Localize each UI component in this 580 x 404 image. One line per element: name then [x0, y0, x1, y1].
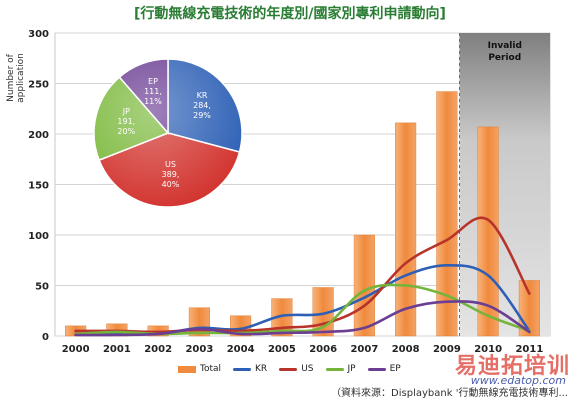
legend-swatch-jp [325, 367, 344, 371]
y-tick-label-300: 300 [28, 29, 49, 40]
line-layer [74, 216, 531, 337]
x-tick-label-2007: 2007 [350, 344, 378, 355]
invalid-period-label-1: Period [488, 53, 521, 63]
legend: Total KR US JP EP [178, 362, 413, 376]
legend-item-kr: KR [233, 364, 267, 374]
x-tick-label-2000: 2000 [62, 344, 90, 355]
y-tick-label-250: 250 [28, 80, 49, 91]
pie-gloss [94, 59, 242, 207]
y-tick-label-0: 0 [42, 332, 49, 343]
legend-swatch-ep [367, 367, 386, 371]
legend-swatch-us [279, 367, 298, 371]
x-tick-label-2011: 2011 [515, 344, 543, 355]
legend-item-us: US [279, 364, 314, 374]
invalid-period-label-0: Invalid [488, 41, 522, 51]
y-tick-label-100: 100 [28, 231, 49, 242]
x-tick-label-2008: 2008 [392, 344, 420, 355]
x-tick-label-2005: 2005 [268, 344, 296, 355]
legend-item-jp: JP [325, 364, 356, 374]
legend-swatch-kr [233, 367, 252, 371]
axis-layer: 0 50 100 150 200 250 300 2000 2001 2002 2003 2004 20… [28, 29, 543, 355]
y-tick-label-200: 200 [28, 130, 49, 141]
chart-title: [行動無線充電技術的年度別/國家別專利申請動向] [134, 6, 446, 22]
x-tick-label-2003: 2003 [185, 344, 213, 355]
pie-layer: KR284,29%US389,40%JP191,20%EP111,11% [93, 58, 243, 208]
x-tick-label-2001: 2001 [103, 344, 131, 355]
y-tick-label-50: 50 [35, 282, 49, 293]
legend-label-ep: EP [389, 364, 401, 374]
legend-label-jp: JP [347, 364, 356, 374]
line-ep [74, 300, 531, 337]
source-note: （資料來源：Displaybank '行動無線充電技術專利... [331, 388, 568, 399]
legend-swatch-total [178, 365, 196, 373]
legend-label-total: Total [200, 364, 222, 374]
watermark-logo: 易迪拓培训 [454, 354, 570, 379]
watermark-url: www.edatop.com [470, 374, 566, 387]
y-tick-label-150: 150 [28, 181, 49, 192]
x-tick-label-2009: 2009 [433, 344, 461, 355]
line-us [74, 216, 531, 334]
legend-label-kr: KR [255, 364, 268, 374]
legend-item-total: Total [178, 364, 221, 374]
x-tick-label-2006: 2006 [309, 344, 337, 355]
bar-layer [65, 91, 540, 337]
bar-total-2008 [395, 122, 417, 337]
x-tick-label-2002: 2002 [144, 344, 172, 355]
bar-total-2009 [436, 91, 458, 337]
legend-label-us: US [301, 364, 314, 374]
x-tick-label-2004: 2004 [227, 344, 255, 355]
bar-total-2007 [353, 234, 375, 337]
x-tick-label-2010: 2010 [474, 344, 502, 355]
legend-item-ep: EP [367, 364, 401, 374]
